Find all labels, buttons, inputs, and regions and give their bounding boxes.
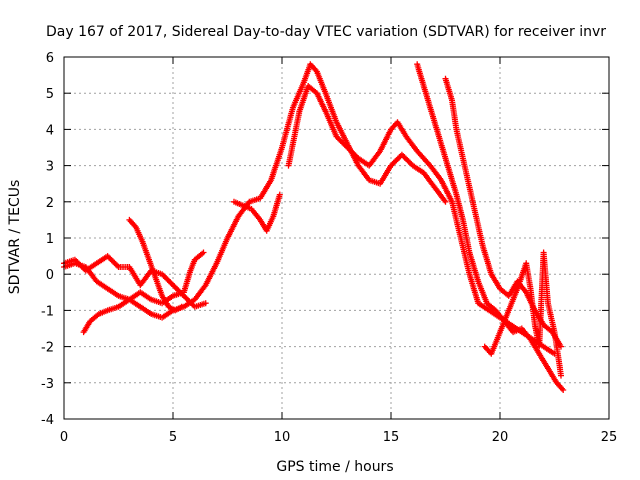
y-tick-label: 3 bbox=[46, 160, 54, 175]
x-tick-label: 0 bbox=[60, 430, 68, 445]
plot-frame bbox=[63, 56, 610, 420]
satellite-track-9 bbox=[481, 249, 564, 379]
y-tick-label: 1 bbox=[46, 232, 54, 247]
y-tick-label: -4 bbox=[41, 413, 54, 428]
x-tick-label: 5 bbox=[169, 430, 177, 445]
satellite-track-8 bbox=[231, 191, 283, 234]
plus-marker-trace bbox=[61, 61, 449, 321]
satellite-track-2 bbox=[285, 83, 558, 357]
y-tick-label: 2 bbox=[46, 196, 54, 211]
y-tick-label: 6 bbox=[46, 51, 54, 66]
x-tick-label: 10 bbox=[274, 430, 291, 445]
y-tick-label: 5 bbox=[46, 87, 54, 102]
y-tick-label: -3 bbox=[41, 377, 54, 392]
plus-marker-trace bbox=[414, 61, 567, 393]
plus-marker-trace bbox=[231, 191, 283, 234]
y-tick-label: -2 bbox=[41, 341, 54, 356]
x-tick-label: 15 bbox=[383, 430, 400, 445]
chart-title: Day 167 of 2017, Sidereal Day-to-day VTE… bbox=[46, 24, 606, 40]
data-points bbox=[61, 61, 567, 393]
y-tick-label: 0 bbox=[46, 268, 54, 283]
x-axis-label: GPS time / hours bbox=[276, 459, 393, 475]
satellite-track-1 bbox=[61, 61, 449, 321]
plus-marker-trace bbox=[80, 249, 207, 336]
plus-marker-trace bbox=[481, 249, 564, 379]
plus-marker-trace bbox=[126, 216, 185, 314]
y-tick-label: -1 bbox=[41, 304, 54, 319]
plus-marker-trace bbox=[285, 83, 558, 357]
x-tick-label: 20 bbox=[492, 430, 509, 445]
y-axis-label: SDTVAR / TECUs bbox=[7, 180, 23, 295]
satellite-track-6 bbox=[80, 249, 207, 336]
satellite-track-7 bbox=[126, 216, 185, 314]
y-tick-label: 4 bbox=[46, 123, 54, 138]
x-tick-label: 25 bbox=[601, 430, 618, 445]
satellite-track-3 bbox=[414, 61, 567, 393]
grid-lines bbox=[64, 57, 609, 419]
